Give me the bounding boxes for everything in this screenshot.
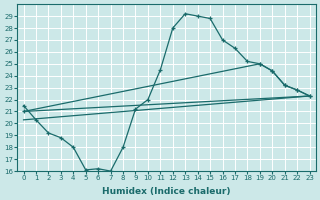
X-axis label: Humidex (Indice chaleur): Humidex (Indice chaleur) [102,187,231,196]
